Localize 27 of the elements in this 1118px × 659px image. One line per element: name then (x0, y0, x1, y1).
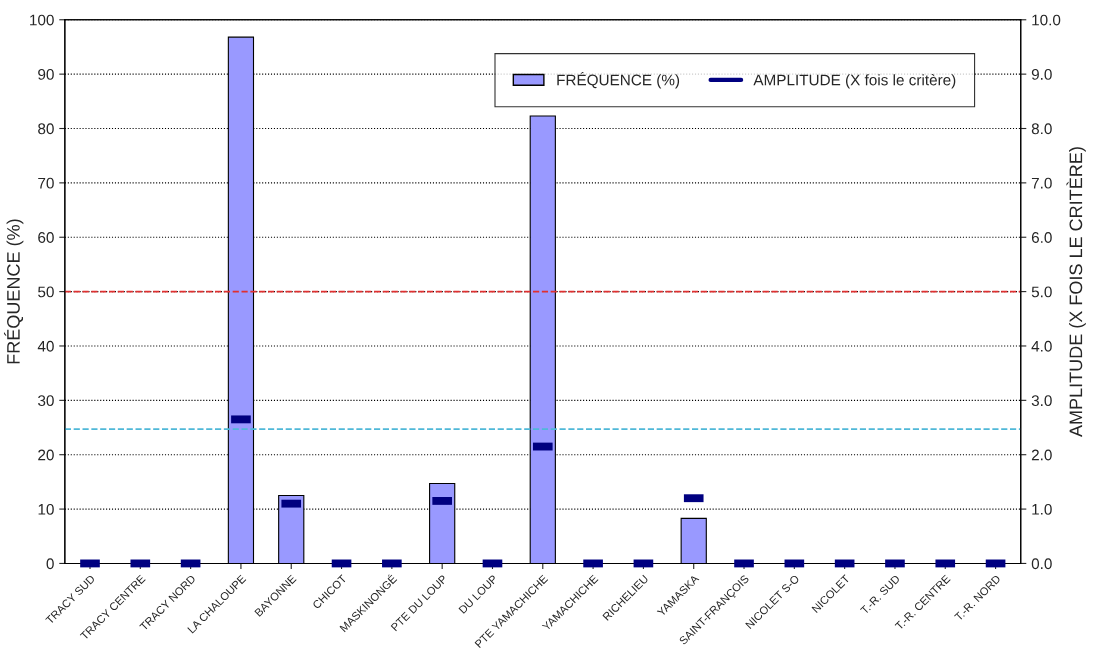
y-tick-label: 90 (38, 69, 54, 80)
bar (680, 517, 707, 564)
y-tick-label: 100 (30, 14, 54, 26)
y2-tick-label: 2.0 (1031, 449, 1052, 461)
y-tick-label: 10 (38, 503, 54, 515)
legend-label: AMPLITUDE (X fois le critère) (753, 74, 956, 89)
y2-axis-title: AMPLITUDE (X FOIS LE CRITÈRE) (1066, 147, 1086, 438)
y2-tick-label: 7.0 (1031, 177, 1052, 189)
y-axis-title: FRÉQUENCE (%) (3, 219, 24, 364)
y-tick-label: 0 (46, 558, 54, 570)
y-tick-label: 50 (38, 286, 54, 298)
y-tick-label: 30 (38, 395, 54, 407)
y2-tick-label: 10.0 (1032, 14, 1061, 26)
y2-tick-label: 0.0 (1031, 558, 1052, 570)
y2-tick-label: 4.0 (1031, 340, 1052, 352)
y-tick-label: 60 (38, 232, 54, 243)
y2-tick-label: 5.0 (1031, 286, 1052, 298)
y2-tick-label: 1.0 (1032, 503, 1052, 515)
y-tick-label: 40 (37, 340, 54, 352)
y2-tick-label: 8.0 (1031, 123, 1052, 135)
y2-tick-label: 6.0 (1031, 232, 1052, 243)
y2-tick-label: 9.0 (1031, 69, 1052, 80)
y2-tick-label: 3.0 (1031, 395, 1052, 407)
y-tick-label: 70 (38, 177, 54, 189)
legend-label: FRÉQUENCE (%) (557, 72, 680, 89)
y-tick-label: 20 (38, 449, 54, 461)
y-tick-label: 80 (38, 123, 54, 135)
